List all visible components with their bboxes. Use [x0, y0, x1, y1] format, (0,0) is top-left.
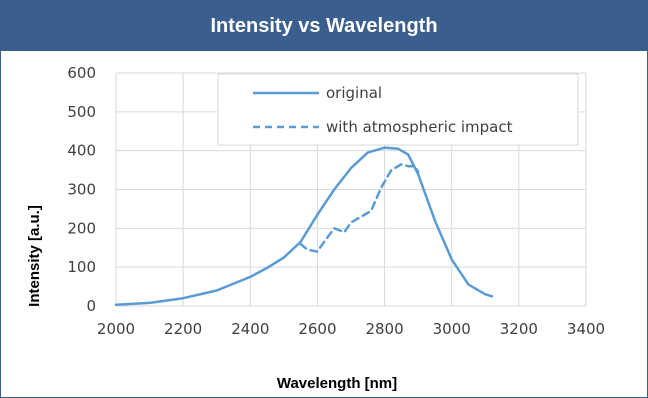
series-line-original	[114, 146, 494, 307]
legend-box	[217, 73, 579, 146]
legend: original with atmospheric impact	[217, 73, 579, 146]
chart-svg: 0 100 200 300 400 500 600 2000 2200 2400 2600 2800 3…	[26, 64, 605, 392]
series-lines	[114, 146, 494, 307]
x-tick-label: 3000	[433, 320, 471, 338]
legend-label: original	[326, 84, 382, 102]
x-tick-label: 2600	[298, 320, 336, 338]
x-tick-label: 2800	[365, 320, 403, 338]
y-tick-label: 500	[67, 103, 96, 121]
y-axis-label: Intensity [a.u.]	[26, 205, 43, 307]
chart-title: Intensity vs Wavelength	[1, 1, 647, 51]
series-line-with-atmospheric-impact	[299, 163, 420, 253]
y-tick-label: 600	[67, 64, 96, 82]
legend-label: with atmospheric impact	[326, 118, 513, 136]
x-tick-label: 3400	[567, 320, 605, 338]
y-tick-label: 100	[67, 258, 96, 276]
y-tick-label: 400	[67, 142, 96, 160]
x-tick-label: 3200	[500, 320, 538, 338]
x-tick-label: 2400	[231, 320, 269, 338]
x-tick-label: 2200	[164, 320, 202, 338]
y-tick-label: 0	[86, 297, 96, 315]
y-tick-label: 200	[67, 219, 96, 237]
tick-labels: 0 100 200 300 400 500 600 2000 2200 2400 2600 2800 3…	[67, 64, 605, 338]
y-tick-label: 300	[67, 181, 96, 199]
x-tick-label: 2000	[97, 320, 135, 338]
x-axis-label: Wavelength [nm]	[277, 375, 397, 392]
